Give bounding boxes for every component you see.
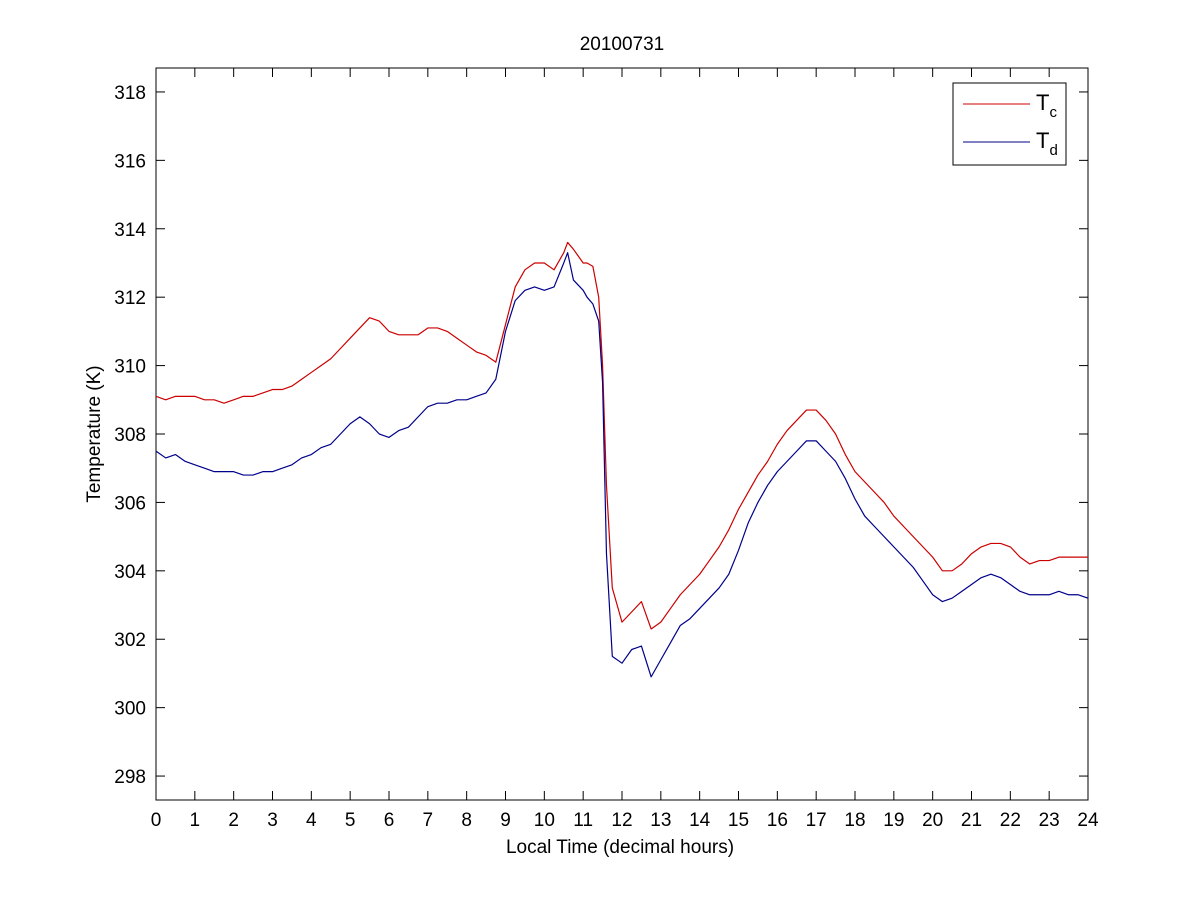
legend-label-tc-base: T: [1036, 90, 1049, 115]
series-line-tc: [155, 241, 1088, 630]
x-tick-label: 17: [806, 810, 827, 831]
y-tick-label: 310: [114, 357, 146, 378]
x-tick-label: 16: [767, 810, 788, 831]
y-tick-label: 304: [114, 562, 146, 583]
y-tick-label: 298: [114, 767, 146, 788]
legend-label-tc: Tc: [1036, 90, 1057, 121]
x-tick-label: 1: [190, 810, 201, 831]
legend-label-td-sub: d: [1049, 142, 1057, 159]
y-tick-label: 312: [114, 288, 146, 309]
x-tick-label: 20: [922, 810, 943, 831]
x-tick-label: 18: [844, 810, 865, 831]
y-tick-label: 308: [114, 425, 146, 446]
x-tick-label: 7: [423, 810, 434, 831]
x-tick-label: 3: [267, 810, 278, 831]
legend-label-td-base: T: [1036, 128, 1049, 153]
x-tick-label: 12: [611, 810, 632, 831]
x-tick-label: 6: [384, 810, 395, 831]
chart-title: 20100731: [580, 34, 665, 55]
y-axis-tick-labels: 298 300 302 304 306 308 310 312 314 316 318: [114, 83, 146, 788]
x-tick-label: 2: [228, 810, 239, 831]
y-tick-label: 314: [114, 220, 146, 241]
x-tick-label: 13: [650, 810, 671, 831]
axis-ticks: [155, 68, 1089, 800]
x-tick-label: 21: [961, 810, 982, 831]
x-tick-label: 11: [573, 810, 593, 831]
x-tick-label: 0: [151, 810, 162, 831]
plot-area: [155, 67, 1089, 801]
legend-box: [952, 82, 1067, 166]
x-tick-label: 9: [500, 810, 511, 831]
x-tick-label: 14: [689, 810, 711, 831]
x-tick-label: 5: [345, 810, 356, 831]
x-axis-label: Local Time (decimal hours): [506, 837, 734, 858]
x-tick-label: 24: [1077, 810, 1099, 831]
y-axis-label: Temperature (K): [84, 365, 105, 502]
y-tick-label: 316: [114, 151, 146, 172]
legend[interactable]: Tc Td: [952, 82, 1067, 166]
y-tick-label: 300: [114, 699, 146, 720]
x-tick-label: 23: [1039, 810, 1060, 831]
x-tick-label: 22: [1000, 810, 1021, 831]
series-layer: [155, 241, 1089, 678]
x-axis-tick-labels: 0 1 2 3 4 5 6 7 8 9 10 11 12 13 14 15 16 17 18 19 20 21 22 23 24: [151, 810, 1099, 831]
legend-label-tc-sub: c: [1049, 104, 1057, 121]
x-tick-label: 4: [306, 810, 317, 831]
y-tick-label: 318: [114, 83, 146, 104]
x-tick-label: 15: [728, 810, 749, 831]
x-tick-label: 8: [461, 810, 472, 831]
legend-label-td: Td: [1036, 128, 1058, 159]
x-tick-label: 10: [534, 810, 555, 831]
x-tick-label: 19: [883, 810, 904, 831]
y-tick-label: 306: [114, 493, 146, 514]
series-line-td: [155, 252, 1089, 678]
y-tick-label: 302: [114, 630, 146, 651]
